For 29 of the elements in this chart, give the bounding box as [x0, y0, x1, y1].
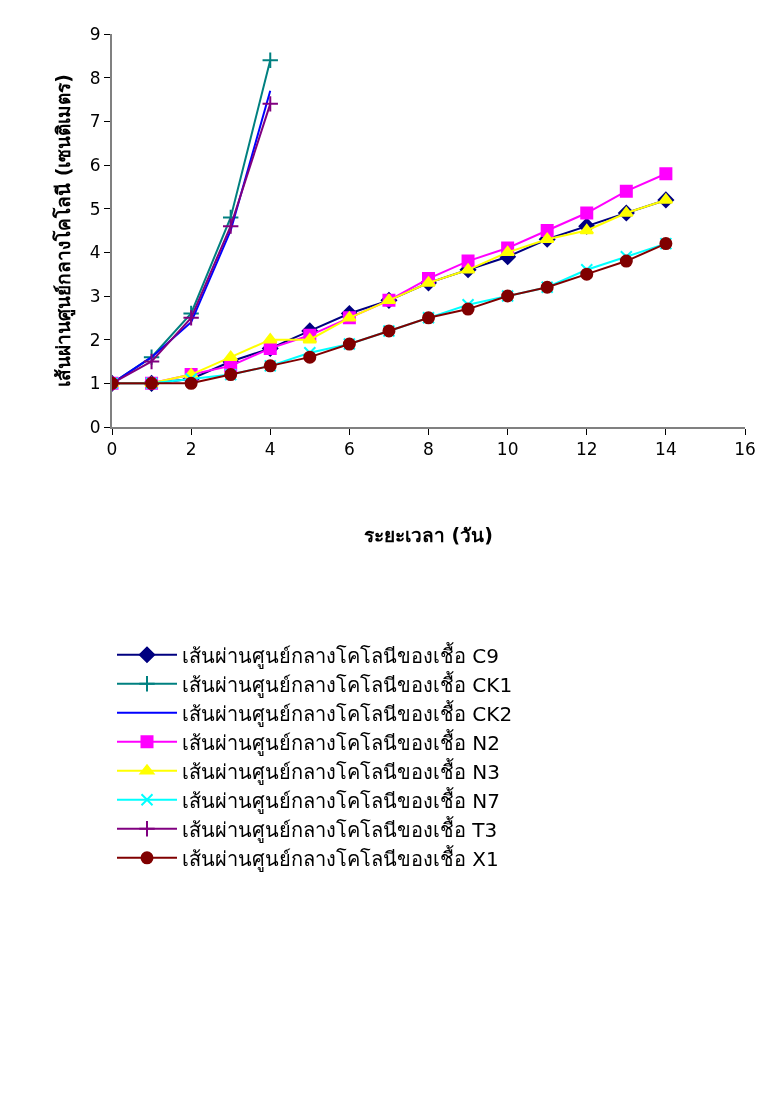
legend-label: เส้นผ่านศูนย์กลางโคโลนีของเชื้อ N7: [182, 786, 501, 814]
legend-label: เส้นผ่านศูนย์กลางโคโลนีของเชื้อ T3: [182, 815, 498, 843]
legend-label: เส้นผ่านศูนย์กลางโคโลนีของเชื้อ C9: [182, 641, 500, 669]
x-tick-label: 16: [734, 439, 756, 460]
y-tick-label: 0: [89, 416, 101, 437]
y-axis-title: เส้นผ่านศูนย์กลางโคโลนี (เซนติเมตร): [52, 74, 77, 387]
y-tick-label: 4: [89, 242, 101, 263]
x-tick-label: 0: [106, 439, 118, 460]
x-tick-label: 4: [264, 439, 276, 460]
y-tick-label: 8: [89, 67, 101, 88]
legend-label: เส้นผ่านศูนย์กลางโคโลนีของเชื้อ CK1: [182, 670, 513, 698]
y-tick-label: 5: [89, 198, 101, 219]
y-tick-label: 7: [89, 111, 101, 132]
y-tick-label: 3: [89, 285, 101, 306]
x-tick-label: 8: [423, 439, 434, 460]
x-tick-label: 12: [575, 439, 598, 460]
legend-label: เส้นผ่านศูนย์กลางโคโลนีของเชื้อ N3: [182, 757, 501, 785]
x-tick-label: 2: [185, 439, 197, 460]
x-tick-label: 6: [343, 439, 355, 460]
y-tick-label: 1: [89, 373, 101, 394]
x-axis-title: ระยะเวลา (วัน): [364, 523, 493, 546]
legend-label: เส้นผ่านศูนย์กลางโคโลนีของเชื้อ N2: [182, 728, 501, 756]
x-tick-label: 10: [496, 439, 519, 460]
y-tick-label: 2: [89, 329, 101, 350]
y-tick-label: 6: [89, 154, 101, 175]
x-tick-label: 14: [655, 439, 677, 460]
legend-label: เส้นผ่านศูนย์กลางโคโลนีของเชื้อ CK2: [182, 699, 513, 727]
legend-label: เส้นผ่านศูนย์กลางโคโลนีของเชื้อ X1: [182, 844, 499, 872]
y-tick-label: 9: [89, 23, 101, 44]
